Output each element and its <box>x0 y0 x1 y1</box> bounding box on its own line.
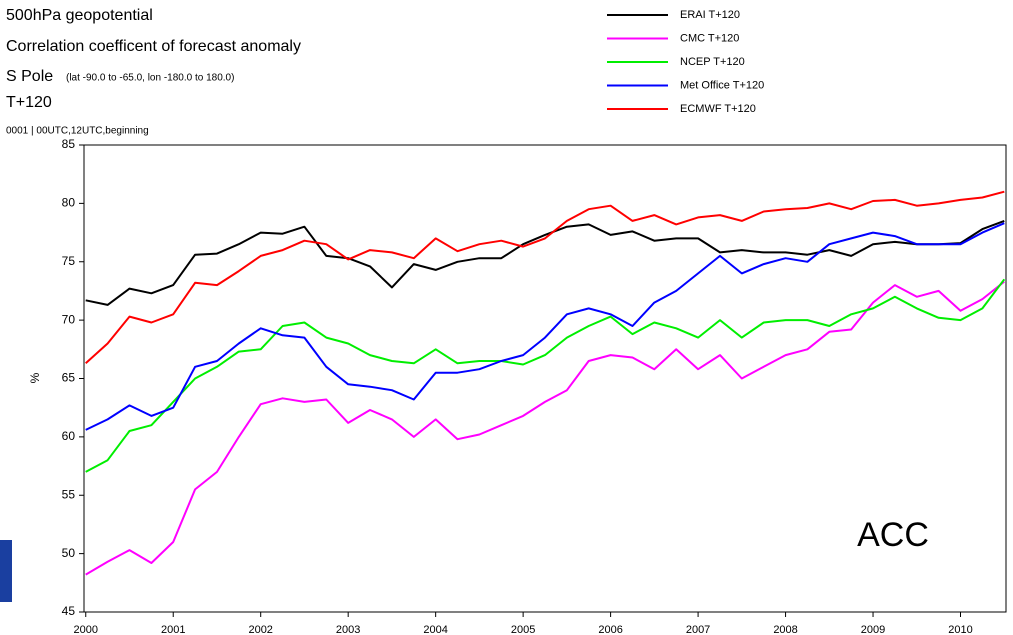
y-tick-label: 55 <box>62 487 76 501</box>
x-tick-label: 2005 <box>511 624 535 635</box>
x-tick-label: 2002 <box>248 624 272 635</box>
region: S Pole <box>6 68 53 85</box>
x-tick-label: 2003 <box>336 624 360 635</box>
y-axis-label: % <box>28 372 42 383</box>
lead-time: T+120 <box>6 94 52 111</box>
note: 0001 | 00UTC,12UTC,beginning <box>6 126 149 137</box>
series-line <box>85 219 1005 306</box>
legend-label: CMC T+120 <box>680 32 739 44</box>
legend-label: ERAI T+120 <box>680 9 740 21</box>
x-tick-label: 2010 <box>948 624 972 635</box>
legend-label: NCEP T+120 <box>680 56 745 68</box>
legend-label: ECMWF T+120 <box>680 103 756 115</box>
y-tick-label: 70 <box>62 312 76 326</box>
y-tick-label: 65 <box>62 371 76 385</box>
region-detail: (lat -90.0 to -65.0, lon -180.0 to 180.0… <box>66 73 234 84</box>
series-line <box>85 278 1006 473</box>
y-tick-label: 75 <box>62 254 76 268</box>
y-tick-label: 45 <box>62 604 76 618</box>
y-tick-label: 50 <box>62 546 76 560</box>
x-tick-label: 2001 <box>161 624 185 635</box>
chart-subtitle: Correlation coefficent of forecast anoma… <box>6 38 301 55</box>
chart-title: 500hPa geopotential <box>6 7 153 24</box>
y-tick-label: 85 <box>62 137 76 151</box>
x-tick-label: 2009 <box>861 624 885 635</box>
x-tick-label: 2006 <box>598 624 622 635</box>
series-line <box>85 222 1005 431</box>
x-tick-label: 2004 <box>423 624 447 635</box>
legend-label: Met Office T+120 <box>680 79 764 91</box>
x-tick-label: 2007 <box>686 624 710 635</box>
x-tick-label: 2008 <box>773 624 797 635</box>
y-tick-label: 80 <box>62 196 76 210</box>
series-line <box>85 280 1005 576</box>
annotation: ACC <box>857 516 929 554</box>
x-tick-label: 2000 <box>74 624 98 635</box>
series-line <box>85 190 1005 365</box>
y-tick-label: 60 <box>62 429 76 443</box>
side-marker <box>0 540 12 602</box>
